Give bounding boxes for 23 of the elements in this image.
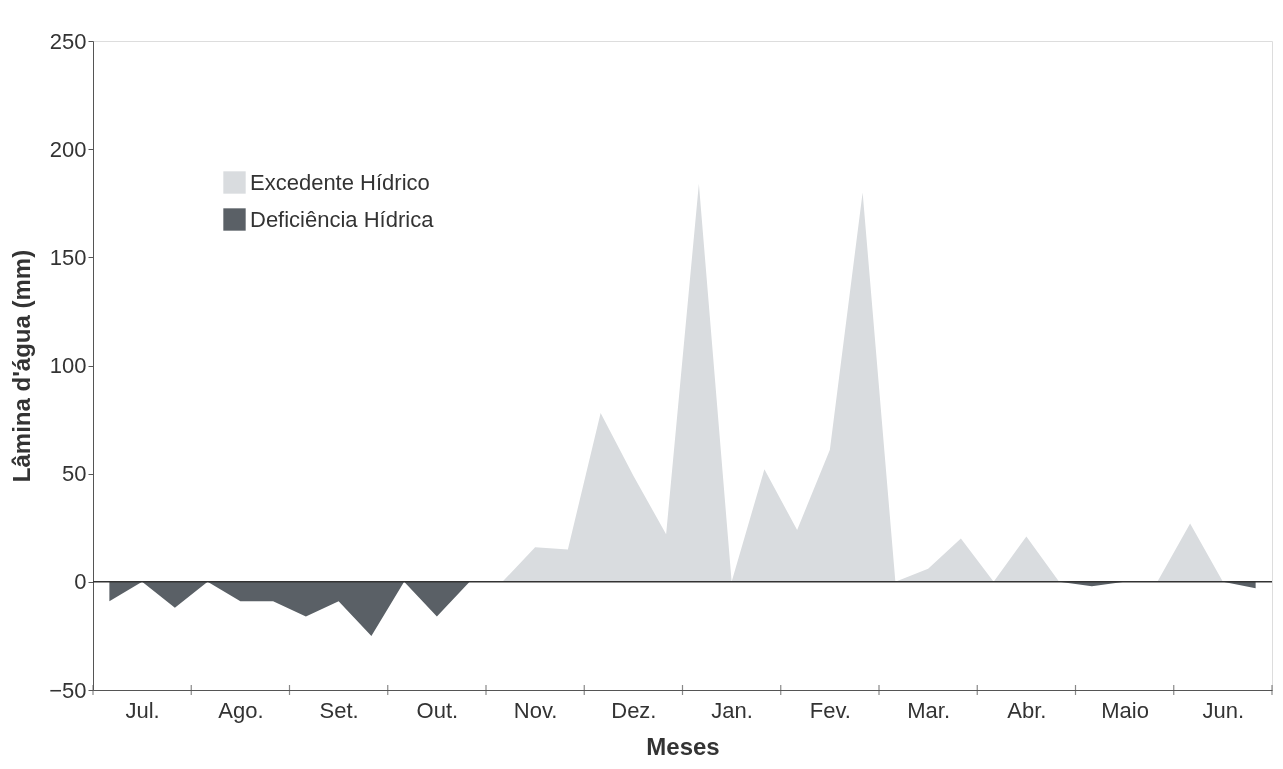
x-tick-label: Fev. [809,697,851,723]
y-tick-label: 0 [74,569,87,595]
legend-label: Deficiência Hídrica [250,206,435,232]
x-tick-label: Dez. [611,697,657,723]
x-tick-label: Nov. [513,697,558,723]
x-tick-label: Abr. [1007,697,1047,723]
y-tick-label: 250 [49,28,87,54]
x-axis-title: Meses [646,732,720,760]
x-tick-label: Jan. [711,697,753,723]
y-tick-label: 200 [49,136,87,162]
x-tick-label: Jun. [1202,697,1245,723]
x-tick-label: Maio [1101,697,1149,723]
x-tick-label: Mar. [907,697,951,723]
y-tick-label: −50 [49,677,87,703]
y-tick-label: 100 [49,353,87,378]
y-tick-label: 150 [49,244,87,270]
x-tick-label: Out. [416,697,459,723]
y-axis-title: Lâmina d'água (mm) [8,249,36,483]
x-tick-label: Set. [319,697,359,723]
legend-label: Excedente Hídrico [250,169,430,195]
y-tick-label: 50 [62,461,87,487]
x-tick-label: Jul. [125,697,160,723]
x-tick-label: Ago. [218,697,264,723]
